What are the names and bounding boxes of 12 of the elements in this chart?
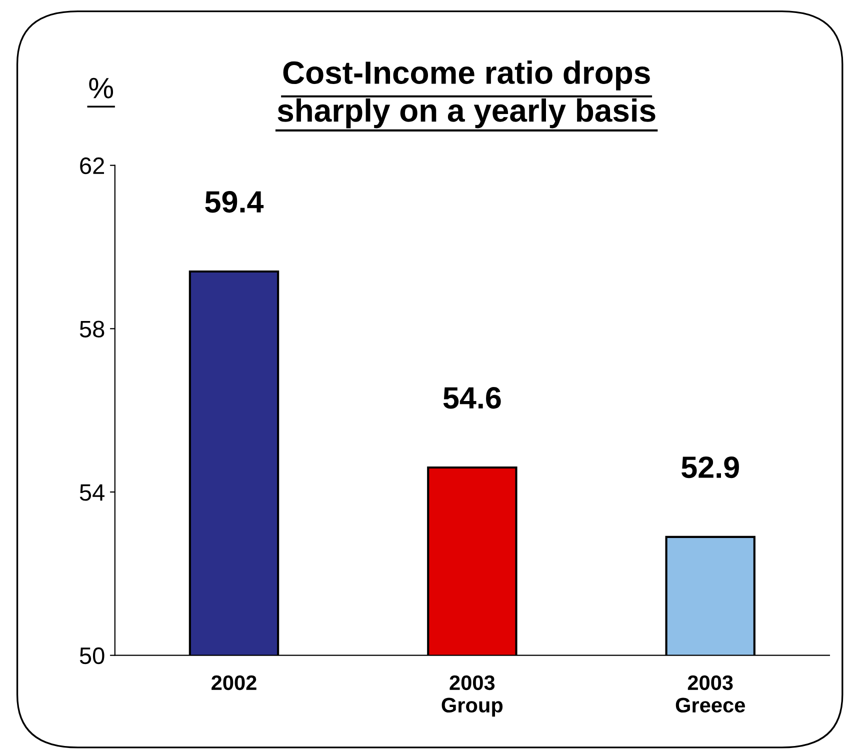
x-tick-label: 2003 Group [442,675,503,717]
y-tick-label: 50 [80,647,104,664]
chart-title: Cost-Income ratio drops sharply on a yearly basis [278,60,656,128]
y-axis-title: % [89,78,114,98]
x-tick-label: 2003 Greece [676,675,745,713]
x-tick-label: 2002 [212,675,256,690]
data-label: 54.6 [443,387,501,409]
y-tick-label: 62 [80,157,104,174]
y-tick-label: 58 [80,320,104,338]
data-label: 59.4 [205,191,264,213]
data-label: 52.9 [682,456,739,478]
y-tick-label: 54 [80,484,104,501]
